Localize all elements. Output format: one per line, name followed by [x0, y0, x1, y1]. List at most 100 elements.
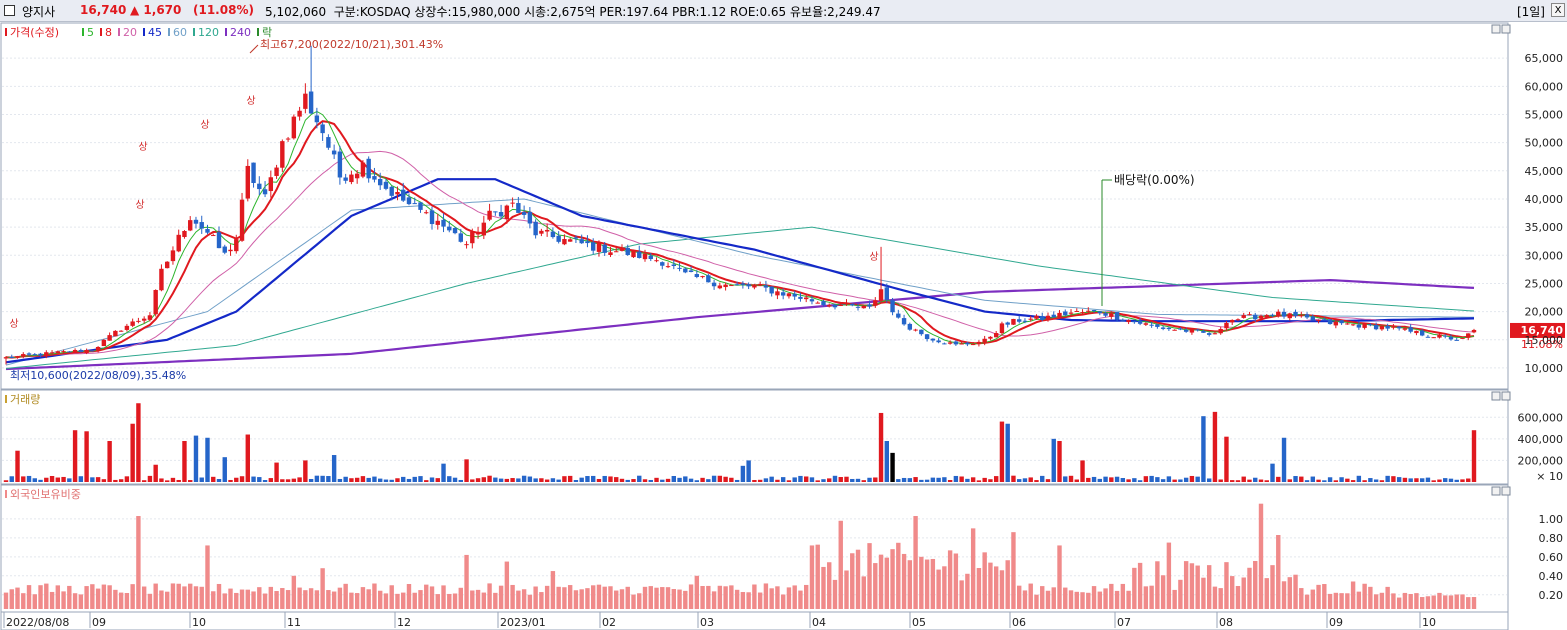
legend-swatch: [143, 28, 145, 36]
volume-bar: [1218, 479, 1223, 482]
candle-body: [291, 116, 297, 139]
volume-bar: [947, 480, 953, 482]
legend-label: 20: [123, 26, 137, 39]
volume-bar: [516, 478, 521, 482]
candle-body: [1034, 315, 1039, 319]
close-button[interactable]: X: [1551, 3, 1565, 17]
candle-body: [141, 318, 147, 321]
candle-body: [15, 356, 20, 358]
candle-body: [838, 304, 843, 306]
candle-body: [625, 247, 630, 255]
volume-bar: [1419, 478, 1425, 482]
candle-body: [366, 158, 371, 179]
foreign-bar: [1005, 560, 1010, 609]
volume-bar: [1362, 480, 1367, 482]
volume-bar: [1287, 479, 1292, 482]
foreign-legend-swatch: [5, 490, 7, 498]
period-selector[interactable]: [1일]: [1516, 5, 1545, 19]
candle-body: [1437, 334, 1442, 338]
candle-body: [521, 212, 527, 215]
legend-swatch: [82, 28, 84, 36]
legend-swatch: [118, 28, 120, 36]
ma120-line: [5, 226, 1475, 369]
candle-body: [913, 329, 918, 331]
foreign-bar: [976, 568, 982, 609]
volume-bar: [993, 476, 999, 482]
price-panel-maximize-button[interactable]: [1491, 24, 1501, 34]
volume-bar: [343, 476, 348, 482]
candle-body: [285, 138, 291, 140]
volume-bar: [84, 431, 89, 482]
x-axis-label: 03: [700, 616, 714, 629]
foreign-panel-maximize-button[interactable]: [1491, 486, 1501, 496]
foreign-bar: [1356, 591, 1362, 609]
foreign-bar: [3, 592, 9, 609]
volume-bar: [1281, 437, 1287, 482]
volume-bar: [752, 479, 757, 482]
candle-body: [498, 212, 504, 217]
volume-bar: [164, 480, 170, 482]
volume-bar: [953, 475, 959, 482]
volume-bar: [1391, 476, 1396, 482]
volume-bar: [1086, 477, 1091, 482]
volume-bar: [1460, 479, 1465, 482]
foreign-bar: [527, 594, 533, 609]
foreign-bar: [67, 585, 72, 609]
volume-bar: [1201, 416, 1206, 482]
volume-bar: [734, 479, 740, 482]
foreign-bar: [504, 561, 510, 609]
candle-body: [424, 212, 429, 214]
candle-body: [1293, 311, 1298, 316]
foreign-bar: [1028, 583, 1033, 609]
candle-body: [1339, 320, 1344, 324]
volume-bar: [1299, 476, 1304, 482]
volume-bar: [424, 480, 429, 482]
select-checkbox[interactable]: [4, 5, 15, 16]
candle-body: [1304, 314, 1310, 318]
volume-bar: [878, 412, 884, 482]
price-panel-close-button[interactable]: [1501, 24, 1511, 34]
volume-bar: [15, 450, 20, 482]
candle-body: [447, 226, 452, 231]
foreign-bar: [734, 589, 740, 609]
foreign-bar: [78, 594, 84, 609]
foreign-bar: [280, 588, 285, 609]
foreign-bar: [1172, 589, 1177, 609]
foreign-bar: [683, 590, 688, 609]
candle-body: [602, 244, 607, 253]
volume-bar: [976, 480, 982, 482]
volume-bar: [1431, 480, 1436, 482]
foreign-bar: [1017, 585, 1022, 609]
volume-bar: [677, 477, 682, 482]
volume-bar: [654, 477, 659, 482]
candle-body: [67, 351, 72, 353]
candle-body: [1362, 323, 1367, 328]
foreign-bar: [1195, 565, 1200, 609]
foreign-bar: [1270, 565, 1275, 609]
candle-body: [631, 250, 636, 258]
volume-bar: [510, 478, 515, 482]
foreign-bar: [1385, 586, 1390, 609]
candle-body: [619, 248, 625, 251]
volume-bar: [274, 462, 279, 482]
volume-panel-maximize-button[interactable]: [1491, 391, 1501, 401]
stock-name[interactable]: 양지사: [22, 5, 56, 19]
foreign-panel-close-button[interactable]: [1501, 486, 1511, 496]
foreign-bar: [1235, 585, 1241, 609]
volume-panel: [0, 389, 1509, 485]
foreign-y-tick-label: 0.40: [1539, 570, 1564, 583]
ma5-line: [5, 110, 1475, 359]
candle-body: [1143, 323, 1149, 325]
candle-body: [147, 315, 153, 320]
candle-body: [176, 234, 181, 252]
foreign-bar: [924, 559, 930, 609]
volume-bar: [844, 476, 849, 482]
volume-bar: [1373, 479, 1379, 482]
foreign-bar: [510, 584, 515, 609]
candle-body: [78, 349, 84, 353]
foreign-bar: [1368, 586, 1373, 609]
volume-bar: [1155, 477, 1160, 482]
volume-bar: [965, 478, 970, 482]
volume-panel-close-button[interactable]: [1501, 391, 1511, 401]
volume-bar: [1057, 441, 1062, 482]
